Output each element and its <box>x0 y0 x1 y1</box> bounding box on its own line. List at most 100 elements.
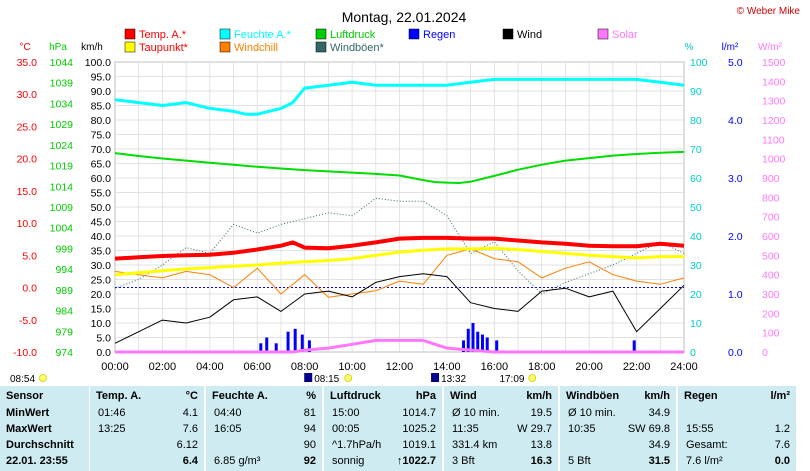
rain-bar <box>265 337 269 352</box>
row-note: 01:46 <box>98 407 126 419</box>
pressure-tick-label: 1039 <box>50 78 74 90</box>
row-note: 00:05 <box>332 423 360 435</box>
chart-title: Montag, 22.01.2024 <box>342 9 467 25</box>
table-row: 6.85 g/m³ 92 <box>206 453 322 470</box>
column-title: Wind <box>450 390 477 402</box>
pressure-tick-label: 989 <box>55 285 73 297</box>
time-tick-label: 12:00 <box>386 361 414 373</box>
time-tick-label: 14:00 <box>433 361 461 373</box>
row-value: 92 <box>303 455 316 467</box>
column-title: Regen <box>684 390 718 402</box>
humidity-tick-label: 10 <box>690 318 702 330</box>
wind-tick-label: 85.0 <box>91 101 112 113</box>
pressure-tick-label: 1029 <box>50 119 74 131</box>
rain-bar <box>293 328 297 352</box>
solar-tick-label: 900 <box>762 173 780 185</box>
table-row: 34.9 <box>560 437 676 454</box>
wind-tick-label: 20.0 <box>91 289 112 301</box>
solar-tick-label: 1000 <box>762 154 786 166</box>
column-header: Windböen km/h <box>560 388 676 405</box>
sunrise-icon <box>304 373 313 382</box>
humidity-tick-label: 20 <box>690 289 702 301</box>
solar-tick-label: 100 <box>762 328 780 340</box>
legend-label: Regen <box>423 29 455 41</box>
sun-icon <box>39 374 47 382</box>
row-note: sonnig <box>332 455 365 467</box>
table-row: 04:40 81 <box>206 405 322 422</box>
time-tick-label: 18:00 <box>528 361 556 373</box>
table-row: 10:35 SW 69.8 <box>560 421 676 438</box>
rain-bar <box>476 331 480 352</box>
row-value: ↑1022.7 <box>396 455 436 467</box>
table-row: 15:55 1.2 <box>678 421 796 438</box>
row-value: 13.8 <box>530 439 552 451</box>
copyright-label: © Weber Mike <box>737 6 801 17</box>
sunrise-label: 08:15 <box>314 374 339 385</box>
wind-tick-label: 50.0 <box>91 202 112 214</box>
column-header: Sensor <box>0 388 89 405</box>
temp-tick-label: 0.0 <box>22 283 37 295</box>
table-row: Ø 10 min. 19.5 <box>444 405 558 422</box>
dewpoint-line <box>114 246 684 277</box>
table-row: 16:05 94 <box>206 421 322 438</box>
wind-tick-label: 75.0 <box>91 130 112 142</box>
pressure-tick-label: 1024 <box>50 140 74 152</box>
rain-tick-label: 4.0 <box>728 115 743 127</box>
pressure-tick-label: 1009 <box>50 202 74 214</box>
plot-grid <box>114 61 685 353</box>
solar-tick-label: 400 <box>762 270 780 282</box>
table-row: Durchschnitt <box>0 437 89 454</box>
row-note: 04:40 <box>214 407 242 419</box>
sun-icon <box>344 374 353 382</box>
table-row: 5 Bft 31.5 <box>560 453 676 470</box>
wind-tick-label: 0.0 <box>96 347 111 359</box>
row-label: MaxWert <box>6 423 52 435</box>
column-header: Wind km/h <box>444 388 558 405</box>
row-value: 1025.2 <box>402 423 436 435</box>
column-title: Luftdruck <box>330 390 381 402</box>
sun-markers: 08:54 08:15 13:32 17:09 <box>10 373 537 385</box>
row-value: W 29.7 <box>517 423 552 435</box>
row-value: 81 <box>303 407 316 419</box>
row-note: 13:25 <box>98 423 126 435</box>
legend-swatch <box>502 28 514 40</box>
solar-tick-label: 800 <box>762 192 780 204</box>
temp-tick-label: 15.0 <box>17 186 38 198</box>
time-tick-label: 02:00 <box>149 361 177 373</box>
pressure-tick-label: 974 <box>55 347 73 359</box>
temp-tick-label: 30.0 <box>17 89 38 101</box>
pressure-tick-label: 1034 <box>50 98 74 110</box>
row-value: 1019.1 <box>402 439 436 451</box>
pressure-tick-label: 1004 <box>50 223 74 235</box>
time-tick-label: 00:00 <box>101 361 129 373</box>
pressure-column: Luftdruck hPa 15:00 1014.7 00:05 1025.2 ^1.7hP… <box>324 386 442 471</box>
column-header: Feuchte A.% <box>206 388 322 405</box>
humidity-tick-label: 90 <box>690 86 702 98</box>
rain-bar <box>462 340 466 352</box>
humidity-tick-label: 50 <box>690 202 702 214</box>
rain-bar <box>259 343 263 352</box>
solar-tick-label: 1300 <box>762 96 786 108</box>
temp-tick-label: -10.0 <box>13 347 37 359</box>
table-row: Gesamt: 7.6 <box>678 437 796 454</box>
row-value: 19.5 <box>530 407 552 419</box>
legend-swatch <box>597 28 609 40</box>
rain-tick-label: 5.0 <box>728 57 743 69</box>
rain-bar <box>300 334 304 352</box>
sunset-left-label: 13:32 <box>441 374 466 385</box>
rain-tick-label: 0.0 <box>728 347 743 359</box>
pressure-axis-label: hPa <box>49 42 67 53</box>
column-unit: hPa <box>415 390 436 402</box>
table-row <box>678 405 796 422</box>
legend-swatch <box>124 41 136 53</box>
sensor-column: Sensor MinWert MaxWert Durchschnitt 22.01. 2… <box>0 386 89 471</box>
row-label: Durchschnitt <box>6 439 74 451</box>
humidity-tick-label: 80 <box>690 115 702 127</box>
rain-tick-label: 1.0 <box>728 289 743 301</box>
pressure-line <box>114 150 685 184</box>
column-title: Feuchte A. <box>212 390 268 402</box>
wind-tick-label: 80.0 <box>91 115 112 127</box>
wind-tick-label: 60.0 <box>91 173 112 185</box>
sunset-left-icon <box>431 373 440 382</box>
temp-tick-label: 25.0 <box>17 121 38 133</box>
